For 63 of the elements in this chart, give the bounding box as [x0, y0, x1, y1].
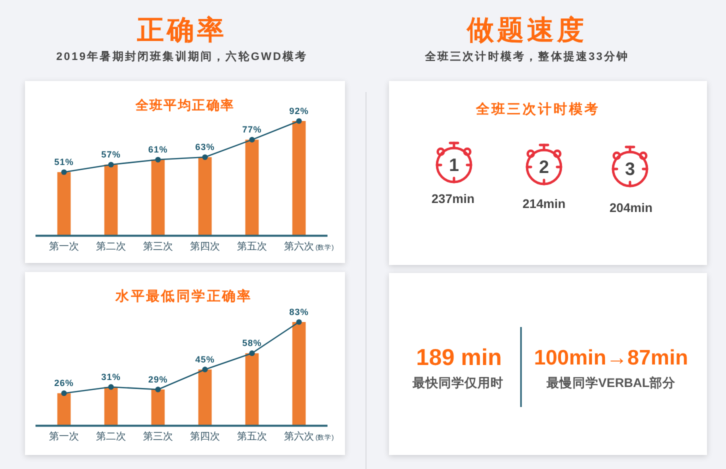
- point: [155, 156, 161, 162]
- data-label: 51%: [54, 157, 74, 168]
- data-label: 61%: [148, 144, 168, 155]
- text: 237min: [431, 192, 475, 206]
- point: [108, 384, 114, 390]
- text: 全班三次计时模考，整体提速33分钟: [424, 50, 630, 63]
- data-label: 63%: [195, 142, 215, 152]
- text: 做题速度: [466, 15, 587, 45]
- text: 100min→87min: [534, 346, 688, 370]
- chart-title: 全班平均正确率: [134, 98, 235, 112]
- point: [108, 162, 114, 168]
- bar: [245, 140, 259, 236]
- bar: [57, 172, 71, 236]
- text: 正确率: [136, 15, 227, 45]
- x-tick-label: 第四次: [190, 430, 220, 442]
- bar: [292, 121, 306, 236]
- x-tick-label: 第一次: [49, 430, 79, 442]
- point: [249, 136, 255, 142]
- point: [155, 386, 161, 392]
- text: 1: [448, 155, 460, 175]
- text: 最慢同学VERBAL部分: [545, 375, 677, 390]
- bar: [57, 393, 71, 426]
- bar: [198, 369, 212, 426]
- text: 204min: [609, 201, 653, 215]
- bar: [292, 322, 306, 426]
- bar: [104, 386, 118, 426]
- text: 189 min: [416, 344, 502, 370]
- point: [61, 169, 67, 175]
- data-label: 58%: [242, 338, 262, 348]
- text: 214min: [522, 197, 566, 211]
- point: [296, 118, 302, 124]
- point: [202, 154, 208, 160]
- point: [249, 350, 255, 356]
- bar: [245, 353, 259, 426]
- text: 全班三次计时模考: [475, 102, 600, 116]
- text: 3: [624, 159, 636, 179]
- data-label: 83%: [289, 307, 309, 317]
- data-label: 26%: [54, 378, 74, 388]
- bar: [151, 160, 165, 236]
- x-tick-label: 第一次: [49, 240, 79, 252]
- text: 2: [538, 157, 550, 177]
- text: 最快同学仅用时: [412, 376, 504, 390]
- data-label: 57%: [101, 150, 121, 160]
- x-tick-label: 第三次: [143, 430, 173, 442]
- data-label: 29%: [148, 374, 168, 384]
- bar: [151, 389, 165, 426]
- x-tick-label: 第三次: [143, 240, 173, 252]
- x-tick-label: 第五次: [237, 240, 267, 252]
- data-label: 77%: [242, 124, 262, 135]
- x-tick-label: 第二次: [96, 240, 126, 252]
- point: [61, 390, 67, 396]
- x-tick-label: 第二次: [96, 430, 126, 442]
- text: 2019年暑期封闭班集训期间，六轮GWD模考: [56, 50, 308, 63]
- x-tick-label: 第五次: [237, 430, 267, 442]
- chart-title: 水平最低同学正确率: [114, 288, 252, 304]
- data-label: 45%: [195, 354, 215, 364]
- bar: [104, 164, 118, 236]
- data-label: 92%: [289, 106, 309, 116]
- point: [202, 366, 208, 372]
- x-tick-label: 第四次: [190, 240, 220, 252]
- point: [296, 319, 302, 325]
- data-label: 31%: [101, 372, 121, 382]
- bar: [198, 157, 212, 236]
